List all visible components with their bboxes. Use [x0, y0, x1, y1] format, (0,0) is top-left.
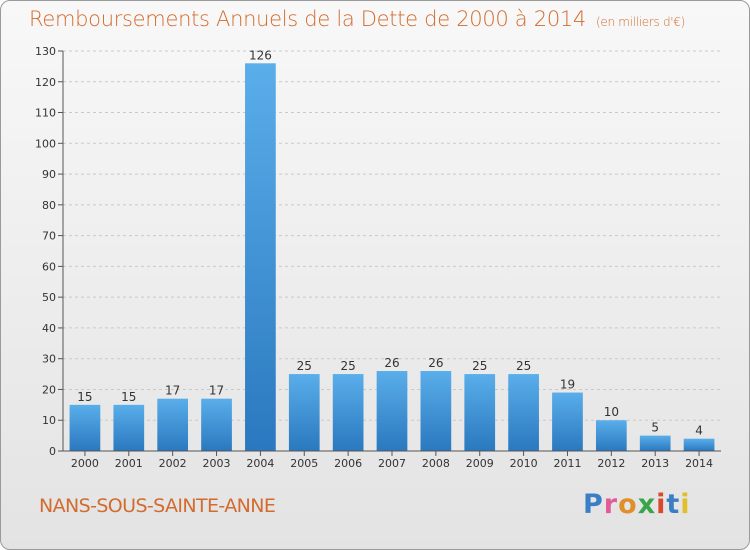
y-tick-label: 20 [42, 383, 56, 396]
bars: 15 15 17 17 126 25 25 26 26 25 25 19 10 5 4 [69, 48, 715, 452]
bar-2014 [683, 438, 715, 451]
x-tick-label-2000: 2000 [71, 457, 99, 470]
commune-name: NANS-SOUS-SAINTE-ANNE [39, 495, 276, 517]
y-tick-label: 90 [42, 168, 56, 181]
y-tick-label: 130 [35, 45, 56, 58]
bar-2003 [201, 398, 232, 451]
y-tick-label: 80 [42, 199, 56, 212]
bar-2004 [245, 63, 276, 452]
data-label-2003: 17 [209, 384, 224, 398]
x-tick-label-2013: 2013 [641, 457, 669, 470]
bar-2011 [552, 392, 583, 451]
data-label-2002: 17 [165, 384, 180, 398]
data-label-2005: 25 [297, 359, 312, 373]
x-tick-label-2009: 2009 [466, 457, 494, 470]
x-axis: 2000 2001 2002 2003 2004 2005 2006 2007 2008 2009… [63, 450, 721, 470]
x-tick-label-2008: 2008 [422, 457, 450, 470]
x-tick-label-2006: 2006 [334, 457, 362, 470]
logo-letter: i [656, 489, 667, 520]
bar-2010 [508, 374, 539, 451]
data-label-2004: 126 [249, 48, 272, 62]
logo-letter: i [680, 489, 691, 520]
bar-2007 [376, 371, 408, 451]
y-tick-label: 10 [42, 414, 56, 427]
y-tick-label: 100 [35, 137, 56, 150]
data-label-2007: 26 [384, 356, 399, 370]
bar-2002 [157, 398, 189, 451]
logo-letter: t [666, 489, 681, 520]
logo-letter: o [618, 489, 638, 520]
logo-letter: r [603, 489, 619, 520]
x-tick-label-2002: 2002 [159, 457, 187, 470]
bar-2012 [595, 420, 627, 451]
chart-title-text: Remboursements Annuels de la Dette de 20… [29, 7, 586, 31]
data-label-2014: 4 [695, 424, 703, 438]
data-label-2013: 5 [651, 421, 659, 435]
bar-2001 [113, 404, 145, 451]
bar-2013 [639, 435, 671, 451]
x-tick-label-2012: 2012 [597, 457, 625, 470]
y-tick-label: 30 [42, 353, 56, 366]
bar-2008 [420, 371, 452, 451]
y-tick-label: 0 [49, 445, 56, 458]
data-label-2010: 25 [516, 359, 531, 373]
bar-2000 [69, 404, 101, 451]
x-tick-label-2010: 2010 [510, 457, 538, 470]
y-tick-label: 70 [42, 230, 56, 243]
data-label-2006: 25 [340, 359, 355, 373]
data-label-2012: 10 [604, 405, 619, 419]
y-tick-label: 110 [35, 107, 56, 120]
y-tick-label: 50 [42, 291, 56, 304]
data-label-2011: 19 [560, 378, 575, 392]
data-label-2008: 26 [428, 356, 443, 370]
chart-unit: (en milliers d'€) [596, 15, 686, 29]
data-label-2000: 15 [77, 390, 92, 404]
x-tick-label-2003: 2003 [203, 457, 231, 470]
chart-title: Remboursements Annuels de la Dette de 20… [29, 7, 685, 31]
proxiti-logo: Proxiti [583, 489, 691, 520]
y-tick-label: 120 [35, 76, 56, 89]
y-tick-label: 40 [42, 322, 56, 335]
x-tick-label-2001: 2001 [115, 457, 143, 470]
x-tick-label-2011: 2011 [553, 457, 581, 470]
data-label-2009: 25 [472, 359, 487, 373]
data-label-2001: 15 [121, 390, 136, 404]
x-tick-label-2007: 2007 [378, 457, 406, 470]
y-axis: 0 10 20 30 40 50 60 70 80 90 100 110 120 130 [35, 45, 64, 458]
logo-letter: P [583, 489, 604, 520]
bar-2005 [288, 374, 320, 451]
x-tick-label-2014: 2014 [685, 457, 713, 470]
x-tick-label-2004: 2004 [246, 457, 274, 470]
bar-2009 [464, 374, 496, 451]
logo-letter: x [637, 489, 657, 520]
y-tick-label: 60 [42, 260, 56, 273]
x-tick-label-2005: 2005 [290, 457, 318, 470]
bar-2006 [332, 374, 364, 451]
